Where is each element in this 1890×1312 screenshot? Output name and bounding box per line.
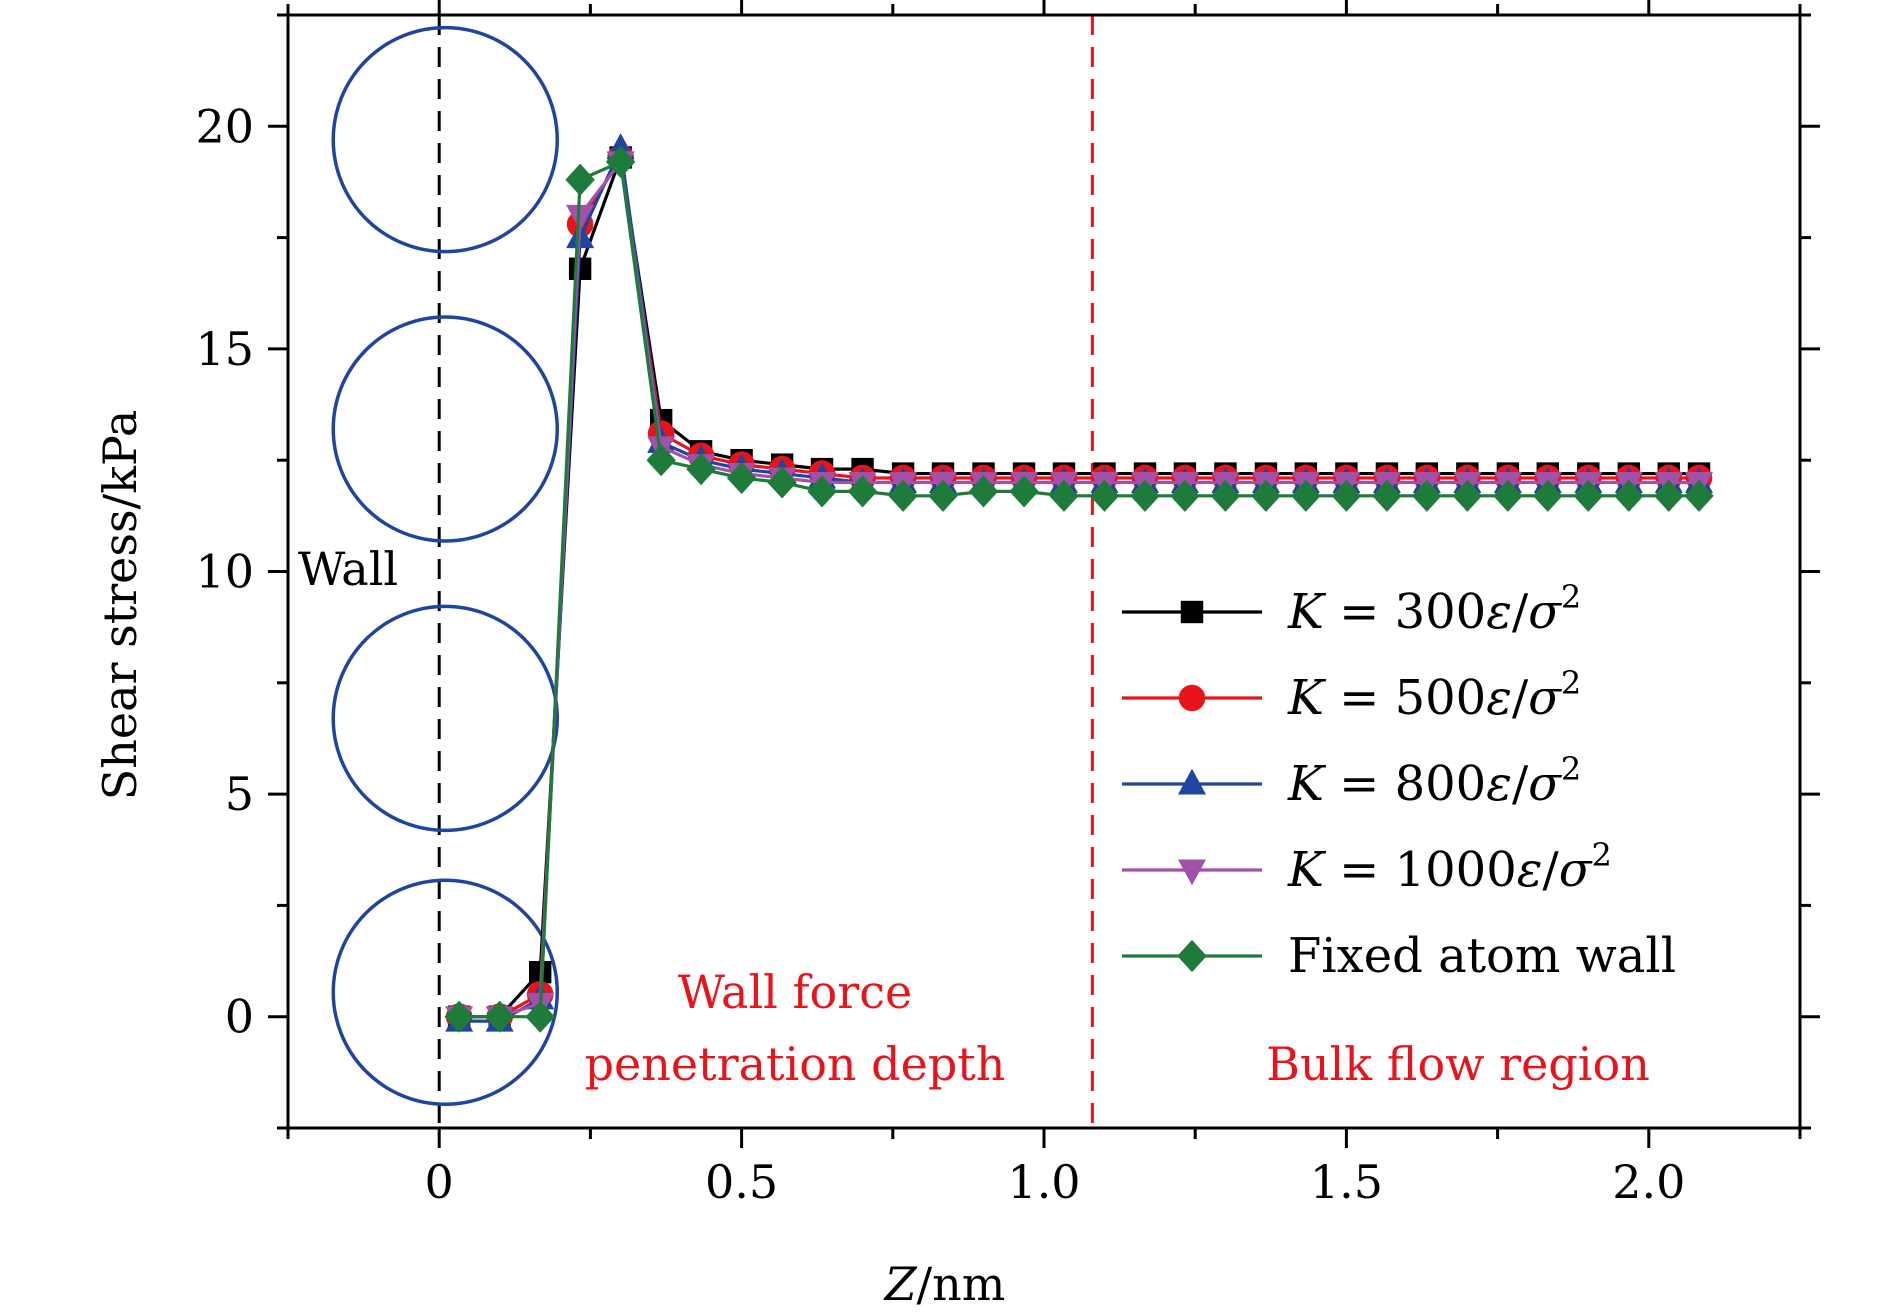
legend-marker <box>1178 768 1206 795</box>
y-tick-label: 15 <box>195 322 254 376</box>
data-point <box>847 475 878 508</box>
data-point <box>1372 479 1402 512</box>
x-axis-label-unit: /nm <box>917 1257 1006 1311</box>
y-axis-label: Shear stress/kPa <box>93 410 147 801</box>
data-point <box>1452 479 1483 512</box>
legend-entry: K = 800ε/σ2 <box>1122 750 1581 812</box>
legend-entry: K = 500ε/σ2 <box>1122 664 1581 726</box>
data-point <box>1493 479 1523 512</box>
data-point <box>1412 479 1442 512</box>
x-tick-label: 0.5 <box>705 1155 778 1209</box>
x-tick-label: 1.5 <box>1310 1155 1383 1209</box>
data-point <box>928 479 958 512</box>
x-axis-label-symbol: Z <box>883 1257 918 1311</box>
data-point <box>807 475 837 508</box>
x-tick-label: 1.0 <box>1007 1155 1080 1209</box>
legend-marker <box>1180 600 1204 624</box>
legend-label: K = 300ε/σ2 <box>1287 578 1581 640</box>
y-tick-label: 10 <box>195 545 254 599</box>
x-tick-label: 0 <box>425 1155 454 1209</box>
data-point <box>1533 479 1563 512</box>
penetration-label-line1: Wall force <box>678 965 912 1019</box>
wall-atom-circle <box>331 315 559 543</box>
data-point <box>1170 479 1200 512</box>
legend-label: K = 1000ε/σ2 <box>1287 836 1612 898</box>
data-point <box>1130 479 1160 512</box>
penetration-label-line2: penetration depth <box>585 1037 1006 1091</box>
data-point <box>566 204 595 231</box>
data-point <box>646 444 676 477</box>
data-point <box>444 1000 474 1033</box>
legend-entry: K = 1000ε/σ2 <box>1122 836 1612 898</box>
bulk-flow-label: Bulk flow region <box>1266 1037 1650 1091</box>
data-point <box>1210 479 1241 512</box>
data-point <box>1614 479 1644 512</box>
x-tick-label: 2.0 <box>1612 1155 1685 1209</box>
y-tick-label: 5 <box>225 767 254 821</box>
legend-marker <box>1178 684 1206 712</box>
data-point <box>968 475 999 508</box>
data-point <box>888 479 918 512</box>
wall-atom-circle <box>331 604 559 833</box>
legend-entry: Fixed atom wall <box>1122 928 1676 984</box>
data-point <box>1573 479 1604 512</box>
legend-label: K = 500ε/σ2 <box>1287 664 1581 726</box>
data-point <box>1654 479 1684 512</box>
data-point <box>484 1000 515 1033</box>
data-point <box>1251 479 1281 512</box>
data-point <box>1009 475 1039 508</box>
wall-label: Wall <box>298 542 398 596</box>
data-point <box>1089 479 1120 512</box>
legend-label: Fixed atom wall <box>1288 928 1676 984</box>
series-5 <box>444 145 1714 1033</box>
data-point <box>525 1000 555 1033</box>
legend-marker <box>1177 939 1207 973</box>
y-tick-label: 0 <box>225 990 254 1044</box>
legend-label: K = 800ε/σ2 <box>1287 750 1581 812</box>
wall-atom-circle <box>331 878 559 1106</box>
wall-atom-circle <box>331 25 559 254</box>
data-point <box>686 453 716 486</box>
y-tick-label: 20 <box>195 99 254 153</box>
data-point <box>767 466 797 499</box>
data-point <box>565 163 595 196</box>
legend-marker <box>1178 859 1206 886</box>
data-point <box>726 461 757 495</box>
x-axis-label: Z/nm <box>883 1257 1006 1311</box>
data-point <box>1684 479 1714 512</box>
data-point <box>1291 479 1321 512</box>
data-point <box>1049 479 1079 512</box>
data-point <box>1331 479 1362 512</box>
legend-entry: K = 300ε/σ2 <box>1122 578 1581 640</box>
data-point <box>605 145 636 179</box>
